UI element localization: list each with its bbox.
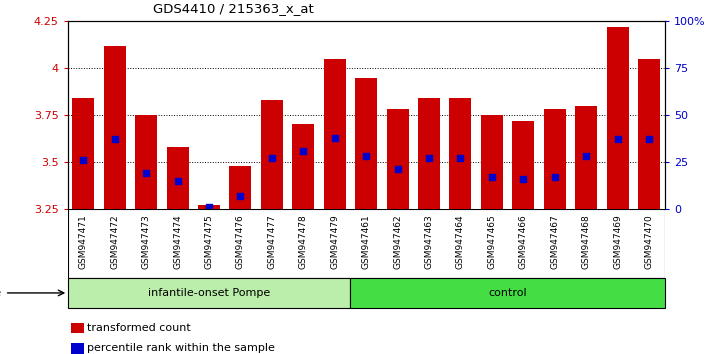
- Point: [643, 137, 655, 142]
- Bar: [198, 205, 220, 209]
- Text: percentile rank within the sample: percentile rank within the sample: [87, 343, 275, 353]
- Text: GSM947467: GSM947467: [550, 215, 560, 269]
- Bar: [292, 124, 314, 209]
- Bar: [575, 106, 597, 209]
- Bar: [104, 46, 126, 209]
- Text: GSM947477: GSM947477: [267, 215, 277, 269]
- Point: [329, 135, 341, 141]
- Bar: [166, 147, 188, 209]
- Point: [77, 157, 89, 163]
- Bar: [418, 98, 440, 209]
- Point: [518, 176, 529, 182]
- Text: GSM947475: GSM947475: [205, 215, 213, 269]
- Bar: [638, 59, 660, 209]
- Text: GSM947476: GSM947476: [236, 215, 245, 269]
- Point: [549, 174, 560, 180]
- Text: GSM947461: GSM947461: [362, 215, 370, 269]
- Point: [580, 154, 592, 159]
- Point: [298, 148, 309, 154]
- Bar: [68, 278, 351, 308]
- Bar: [356, 78, 377, 209]
- Point: [141, 170, 152, 176]
- Text: GSM947474: GSM947474: [173, 215, 182, 269]
- Text: GSM947466: GSM947466: [519, 215, 528, 269]
- Text: GSM947469: GSM947469: [613, 215, 622, 269]
- Text: GDS4410 / 215363_x_at: GDS4410 / 215363_x_at: [153, 2, 314, 15]
- Text: infantile-onset Pompe: infantile-onset Pompe: [148, 288, 270, 298]
- Point: [109, 137, 120, 142]
- Text: GSM947462: GSM947462: [393, 215, 402, 269]
- Text: GSM947479: GSM947479: [330, 215, 339, 269]
- Text: GSM947464: GSM947464: [456, 215, 465, 269]
- Text: GSM947463: GSM947463: [424, 215, 434, 269]
- Point: [235, 193, 246, 199]
- Point: [392, 167, 403, 172]
- Point: [203, 204, 215, 210]
- Text: transformed count: transformed count: [87, 323, 191, 333]
- Text: disease state: disease state: [0, 288, 1, 298]
- Bar: [73, 98, 95, 209]
- Bar: [230, 166, 252, 209]
- Point: [172, 178, 183, 183]
- Bar: [261, 100, 283, 209]
- Bar: [135, 115, 157, 209]
- Text: GSM947465: GSM947465: [488, 215, 496, 269]
- Bar: [449, 98, 471, 209]
- Bar: [351, 278, 665, 308]
- Text: control: control: [488, 288, 527, 298]
- Point: [266, 155, 277, 161]
- Point: [360, 154, 372, 159]
- Point: [423, 155, 434, 161]
- Text: GSM947468: GSM947468: [582, 215, 591, 269]
- Text: GSM947471: GSM947471: [79, 215, 87, 269]
- Bar: [481, 115, 503, 209]
- Point: [612, 137, 624, 142]
- Text: GSM947470: GSM947470: [645, 215, 653, 269]
- Point: [486, 174, 498, 180]
- Bar: [387, 109, 409, 209]
- Point: [455, 155, 466, 161]
- Bar: [513, 121, 535, 209]
- Bar: [544, 109, 566, 209]
- Bar: [606, 27, 629, 209]
- Text: GSM947478: GSM947478: [299, 215, 308, 269]
- Text: GSM947472: GSM947472: [110, 215, 119, 269]
- Bar: [324, 59, 346, 209]
- Text: GSM947473: GSM947473: [141, 215, 151, 269]
